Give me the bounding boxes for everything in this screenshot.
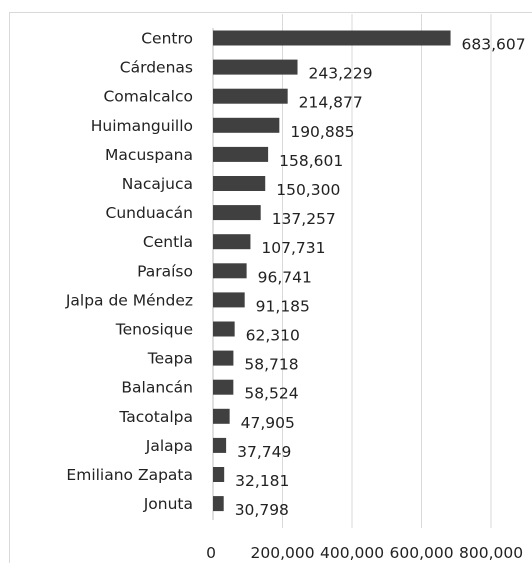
x-tick-label: 800,000 bbox=[459, 544, 523, 562]
x-tick-label: 200,000 bbox=[251, 544, 315, 562]
category-labels: Centro Cárdenas Comalcalco Huimanguillo Macu… bbox=[65, 30, 193, 514]
data-label: 243,229 bbox=[309, 65, 373, 83]
category-label: Huimanguillo bbox=[91, 117, 193, 135]
category-label: Emiliano Zapata bbox=[66, 466, 193, 484]
category-label: Jonuta bbox=[143, 495, 193, 513]
bar bbox=[213, 351, 233, 366]
category-label: Centla bbox=[143, 233, 193, 251]
data-label: 32,181 bbox=[235, 472, 289, 490]
data-label: 37,749 bbox=[237, 443, 291, 461]
category-label: Jalapa bbox=[145, 437, 193, 455]
data-label: 190,885 bbox=[290, 123, 354, 141]
data-label: 58,524 bbox=[244, 385, 298, 403]
bar bbox=[213, 322, 235, 337]
data-label: 150,300 bbox=[276, 181, 340, 199]
category-label: Jalpa de Méndez bbox=[65, 291, 193, 309]
category-label: Paraíso bbox=[137, 262, 193, 280]
data-label: 214,877 bbox=[299, 94, 363, 112]
bar bbox=[213, 409, 230, 424]
value-labels: 683,607 243,229 214,877 190,885 158,601 150,3… bbox=[235, 36, 526, 520]
category-label: Macuspana bbox=[105, 146, 193, 164]
bar bbox=[213, 205, 261, 220]
data-label: 683,607 bbox=[462, 36, 526, 54]
bar bbox=[213, 467, 224, 482]
x-tick-label: 600,000 bbox=[390, 544, 454, 562]
data-label: 58,718 bbox=[244, 356, 298, 374]
bar bbox=[213, 438, 226, 453]
x-axis-tick-labels: 0 200,000 400,000 600,000 800,000 bbox=[206, 544, 523, 562]
category-label: Balancán bbox=[121, 379, 193, 397]
bar bbox=[213, 263, 247, 278]
bar bbox=[213, 60, 298, 75]
data-label: 62,310 bbox=[246, 327, 300, 345]
category-label: Nacajuca bbox=[122, 175, 193, 193]
data-label: 158,601 bbox=[279, 152, 343, 170]
data-label: 91,185 bbox=[256, 297, 310, 315]
category-label: Cárdenas bbox=[120, 59, 193, 77]
bar bbox=[213, 89, 288, 104]
x-tick-label: 400,000 bbox=[320, 544, 384, 562]
bar bbox=[213, 176, 265, 191]
category-label: Teapa bbox=[147, 350, 193, 368]
data-label: 30,798 bbox=[235, 501, 289, 519]
bar bbox=[213, 380, 233, 395]
data-label: 137,257 bbox=[272, 210, 336, 228]
bar bbox=[213, 118, 279, 133]
bar bbox=[213, 234, 250, 249]
x-tick-label: 0 bbox=[206, 544, 216, 562]
category-label: Comalcalco bbox=[103, 88, 193, 106]
data-label: 107,731 bbox=[261, 239, 325, 257]
category-label: Cunduacán bbox=[106, 204, 193, 222]
category-label: Centro bbox=[141, 30, 193, 48]
data-label: 96,741 bbox=[258, 268, 312, 286]
bar bbox=[213, 496, 224, 511]
category-label: Tenosique bbox=[115, 321, 193, 339]
data-label: 47,905 bbox=[241, 414, 295, 432]
category-label: Tacotalpa bbox=[118, 408, 193, 426]
bar bbox=[213, 292, 245, 307]
bar bbox=[213, 31, 451, 46]
bar bbox=[213, 147, 268, 162]
